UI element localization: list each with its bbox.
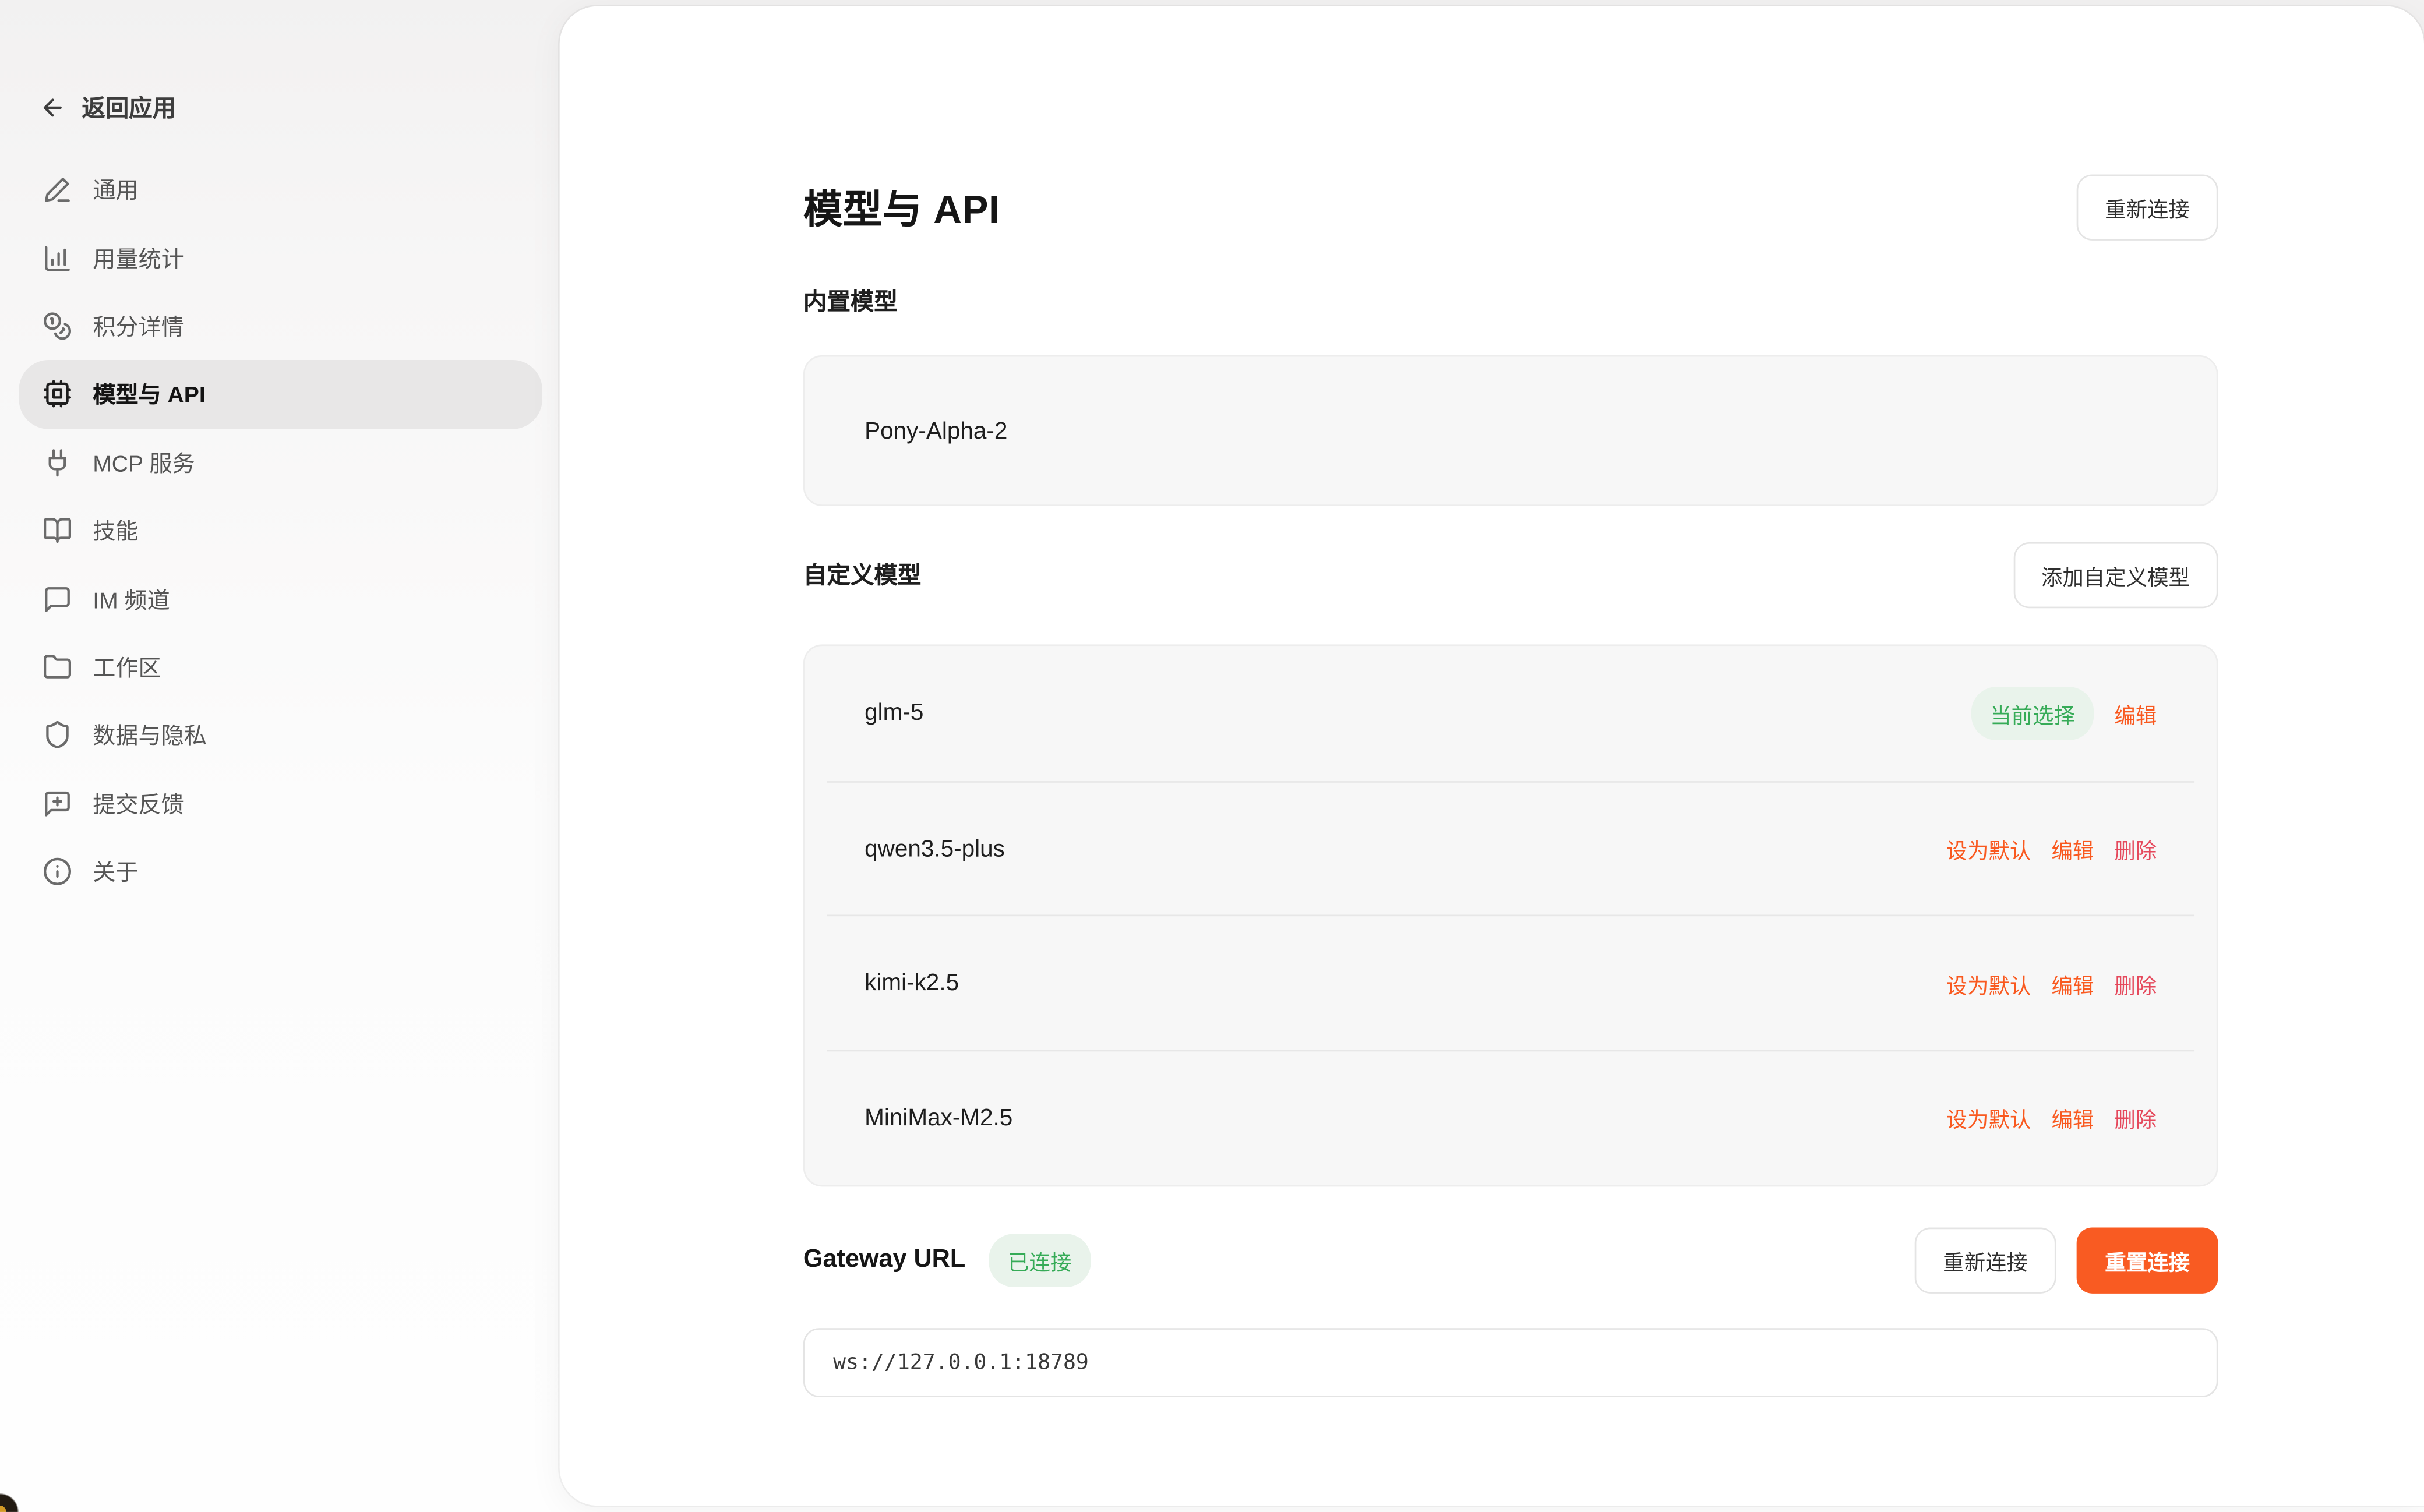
model-row: kimi-k2.5 设为默认 编辑 删除 [827, 915, 2195, 1050]
info-icon [43, 858, 71, 886]
bar-chart-icon [45, 245, 70, 271]
settings-panel: 模型与 API 重新连接 内置模型 Pony-Alpha-2 自定义模型 添加自… [559, 6, 2424, 1506]
sidebar-item-mcp-services[interactable]: MCP 服务 [19, 428, 542, 496]
connected-status-badge: 已连接 [989, 1233, 1091, 1287]
builtin-model-card: Pony-Alpha-2 [803, 355, 2218, 506]
sidebar-item-label: 用量统计 [93, 248, 184, 273]
sidebar-item-label: 通用 [93, 179, 139, 205]
book-open-icon [43, 518, 71, 543]
sidebar-item-general[interactable]: 通用 [19, 156, 542, 224]
model-name: MiniMax-M2.5 [865, 1104, 1013, 1132]
model-actions: 设为默认 编辑 删除 [1946, 967, 2157, 999]
sidebar-item-usage-stats[interactable]: 用量统计 [19, 224, 542, 292]
delete-link[interactable]: 删除 [2114, 839, 2157, 863]
custom-model-list: glm-5 当前选择 编辑 qwen3.5-plus 设为默认 编辑 删除 kimi-k2.5… [803, 644, 2218, 1186]
sidebar-item-label: 积分详情 [93, 316, 184, 341]
sidebar-item-workspace[interactable]: 工作区 [19, 633, 542, 701]
set-default-link[interactable]: 设为默认 [1946, 974, 2031, 998]
sidebar-item-models-api[interactable]: 模型与 API [19, 360, 542, 429]
cpu-icon [43, 380, 71, 408]
model-name: kimi-k2.5 [865, 970, 959, 997]
sidebar-item-label: MCP 服务 [93, 452, 195, 478]
back-to-app-button[interactable]: 返回应用 [39, 91, 176, 125]
sidebar-item-label: 提交反馈 [93, 793, 184, 819]
message-square-plus-icon [45, 791, 70, 816]
arrow-left-icon [39, 94, 66, 121]
builtin-models-heading: 内置模型 [803, 289, 898, 316]
custom-models-heading: 自定义模型 [803, 563, 922, 589]
gateway-url-label: Gateway URL [803, 1246, 966, 1273]
sidebar-item-label: IM 频道 [93, 588, 170, 614]
model-actions: 设为默认 编辑 删除 [1946, 833, 2157, 864]
builtin-model-name: Pony-Alpha-2 [865, 417, 1008, 444]
set-default-link[interactable]: 设为默认 [1946, 1108, 2031, 1132]
model-row: MiniMax-M2.5 设为默认 编辑 删除 [827, 1050, 2195, 1185]
sidebar-item-label: 模型与 API [93, 384, 206, 409]
gateway-reconnect-button[interactable]: 重新连接 [1914, 1227, 2056, 1294]
background-app-corner [0, 1491, 26, 1512]
model-name: qwen3.5-plus [865, 835, 1005, 863]
edit-link[interactable]: 编辑 [2051, 974, 2094, 998]
sidebar-item-label: 技能 [93, 520, 139, 546]
message-square-icon [45, 586, 70, 612]
sidebar-item-credits[interactable]: 积分详情 [19, 292, 542, 360]
sidebar-nav: 通用用量统计积分详情模型与 API MCP 服务 技能 IM 频道工作区数据与隐私提交… [0, 156, 560, 906]
edit-link[interactable]: 编辑 [2114, 704, 2157, 727]
gateway-url-input[interactable] [803, 1327, 2218, 1397]
coins-icon [43, 312, 71, 340]
sidebar-item-feedback[interactable]: 提交反馈 [19, 769, 542, 838]
model-name: glm-5 [865, 700, 924, 727]
model-row: glm-5 当前选择 编辑 [827, 646, 2194, 780]
edit-link[interactable]: 编辑 [2051, 1108, 2094, 1132]
sidebar-item-about[interactable]: 关于 [19, 838, 542, 906]
model-actions: 设为默认 编辑 删除 [1946, 1103, 2157, 1134]
folder-icon [43, 654, 71, 679]
settings-content: 模型与 API 重新连接 内置模型 Pony-Alpha-2 自定义模型 添加自… [560, 6, 2218, 1397]
sidebar-item-im-channels[interactable]: IM 频道 [19, 565, 542, 633]
model-row: qwen3.5-plus 设为默认 编辑 删除 [827, 780, 2195, 915]
shield-icon [46, 721, 69, 749]
sidebar-item-skills[interactable]: 技能 [19, 497, 542, 565]
reconnect-button[interactable]: 重新连接 [2076, 174, 2218, 241]
current-selection-badge: 当前选择 [1971, 686, 2094, 740]
add-custom-model-button[interactable]: 添加自定义模型 [2013, 541, 2218, 607]
page-title: 模型与 API [803, 188, 1000, 233]
edit-link[interactable]: 编辑 [2051, 839, 2094, 863]
gateway-reset-button[interactable]: 重置连接 [2076, 1227, 2218, 1294]
back-to-app-label: 返回应用 [82, 96, 177, 123]
settings-sidebar: 返回应用 通用用量统计积分详情模型与 API MCP 服务 技能 IM 频道工作区数据… [0, 0, 560, 1512]
model-actions: 当前选择 编辑 [1971, 686, 2157, 740]
delete-link[interactable]: 删除 [2114, 1108, 2157, 1132]
plug-icon [48, 448, 66, 476]
sidebar-item-data-privacy[interactable]: 数据与隐私 [19, 701, 542, 769]
sidebar-item-label: 工作区 [93, 656, 161, 682]
delete-link[interactable]: 删除 [2114, 974, 2157, 998]
sidebar-item-label: 关于 [93, 861, 139, 887]
sidebar-item-label: 数据与隐私 [93, 725, 207, 751]
pencil-icon [45, 178, 70, 203]
set-default-link[interactable]: 设为默认 [1946, 839, 2031, 863]
